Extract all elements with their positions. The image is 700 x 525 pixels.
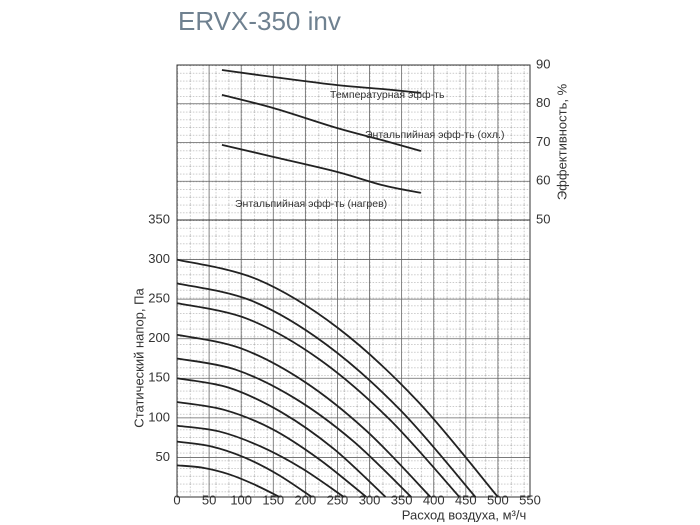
curve <box>176 258 499 498</box>
x-tick-label: 400 <box>423 492 445 507</box>
y2-axis-label: Эффективность, % <box>554 83 569 200</box>
curve <box>221 69 421 94</box>
curve-label: Температурная эфф-ть <box>330 89 445 101</box>
y-tick-label: 100 <box>148 409 170 424</box>
y-axis-label: Статический напор, Па <box>131 288 146 428</box>
x-tick-label: 200 <box>295 492 317 507</box>
curve <box>176 357 412 498</box>
x-tick-label: 550 <box>519 492 541 507</box>
y-tick-label: 90 <box>536 56 550 71</box>
x-axis-label: Расход воздуха, м³/ч <box>402 507 527 522</box>
curve <box>176 302 461 498</box>
y-tick-label: 250 <box>148 291 170 306</box>
minor-grid <box>177 65 530 497</box>
y-tick-label: 150 <box>148 370 170 385</box>
chart-title: ERVX-350 inv <box>178 6 341 36</box>
curve <box>176 440 313 498</box>
x-tick-label: 350 <box>391 492 413 507</box>
x-tick-label: 450 <box>455 492 477 507</box>
curve <box>176 424 345 498</box>
y-tick-label: 80 <box>536 95 550 110</box>
x-tick-label: 300 <box>359 492 381 507</box>
curve <box>221 143 422 194</box>
curve <box>176 464 281 498</box>
x-tick-label: 50 <box>202 492 216 507</box>
y-tick-label: 50 <box>536 211 550 226</box>
curve <box>176 282 477 498</box>
y-tick-label: 200 <box>148 330 170 345</box>
y-tick-label: 60 <box>536 173 550 188</box>
y-tick-label: 350 <box>148 211 170 226</box>
y-tick-label: 70 <box>536 134 550 149</box>
curve <box>176 377 387 498</box>
x-tick-label: 500 <box>487 492 509 507</box>
curve <box>176 401 367 498</box>
x-tick-label: 100 <box>230 492 252 507</box>
curve <box>176 333 432 498</box>
y-tick-label: 50 <box>156 449 170 464</box>
curve <box>221 93 422 152</box>
x-tick-label: 0 <box>173 492 180 507</box>
x-tick-label: 250 <box>327 492 349 507</box>
curve-label: Энтальпийная эфф-ть (нагрев) <box>235 198 387 210</box>
curve-label: Энтальпийная эфф-ть (охл.) <box>365 129 504 141</box>
y-tick-label: 300 <box>148 251 170 266</box>
